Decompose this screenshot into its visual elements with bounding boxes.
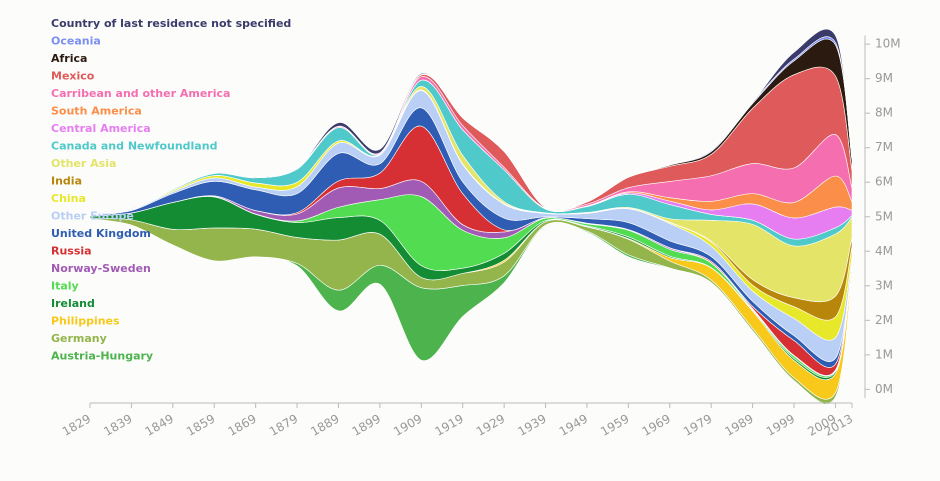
- legend-entry: Ireland: [51, 297, 95, 310]
- x-tick-label: 1829: [60, 412, 93, 439]
- y-tick-label: 10M: [875, 37, 901, 51]
- y-tick-label: 8M: [875, 106, 893, 120]
- legend-entry: Austria-Hungary: [51, 350, 153, 363]
- legend-entry: Carribean and other America: [51, 87, 230, 100]
- legend-entry: Central America: [51, 122, 151, 135]
- legend-entry: Italy: [51, 280, 79, 293]
- x-tick-label: 1859: [184, 412, 217, 439]
- legend-entry: Africa: [51, 52, 87, 65]
- x-tick-label: 1869: [225, 412, 258, 439]
- x-tick-label: 1939: [515, 412, 548, 439]
- y-tick-label: 4M: [875, 244, 893, 258]
- x-tick-label: 1889: [308, 412, 341, 439]
- x-tick-label: 1979: [681, 412, 714, 439]
- x-tick-label: 1989: [722, 412, 755, 439]
- legend-entry: Other Asia: [51, 157, 116, 170]
- legend-entry: United Kingdom: [51, 227, 151, 240]
- x-tick-label: 1929: [474, 412, 507, 439]
- legend-entry: India: [51, 175, 82, 188]
- x-tick-label: 1909: [391, 412, 424, 439]
- legend-entry: Norway-Sweden: [51, 262, 151, 275]
- y-tick-label: 9M: [875, 71, 893, 85]
- x-tick-label: 1849: [143, 412, 176, 439]
- legend-entry: South America: [51, 105, 142, 118]
- y-tick-label: 5M: [875, 209, 893, 223]
- y-tick-label: 2M: [875, 313, 893, 327]
- legend-entry: China: [51, 192, 86, 205]
- legend-entry: Canada and Newfoundland: [51, 140, 217, 153]
- x-tick-label: 1919: [433, 412, 466, 439]
- legend-entry: Other Europe: [51, 210, 134, 223]
- legend-entry: Country of last residence not specified: [51, 17, 291, 30]
- stream-layer: [89, 28, 853, 216]
- y-tick-label: 0M: [875, 382, 893, 396]
- legend-entry: Russia: [51, 245, 92, 258]
- stream-layers: [89, 28, 853, 405]
- x-tick-label: 1949: [557, 412, 590, 439]
- y-tick-label: 3M: [875, 278, 893, 292]
- y-tick-label: 6M: [875, 175, 893, 189]
- x-tick-label: 1959: [598, 412, 631, 439]
- legend-entry: Philippines: [51, 315, 120, 328]
- x-tick-label: 1999: [764, 412, 797, 439]
- x-tick-label: 1839: [101, 412, 134, 439]
- x-tick-label: 1969: [640, 412, 673, 439]
- legend-entry: Germany: [51, 332, 107, 345]
- x-tick-label: 1879: [267, 412, 300, 439]
- y-tick-label: 1M: [875, 347, 893, 361]
- legend-entry: Oceania: [51, 35, 101, 48]
- y-tick-label: 7M: [875, 140, 893, 154]
- x-tick-label: 1899: [350, 412, 383, 439]
- legend-entry: Mexico: [51, 70, 95, 83]
